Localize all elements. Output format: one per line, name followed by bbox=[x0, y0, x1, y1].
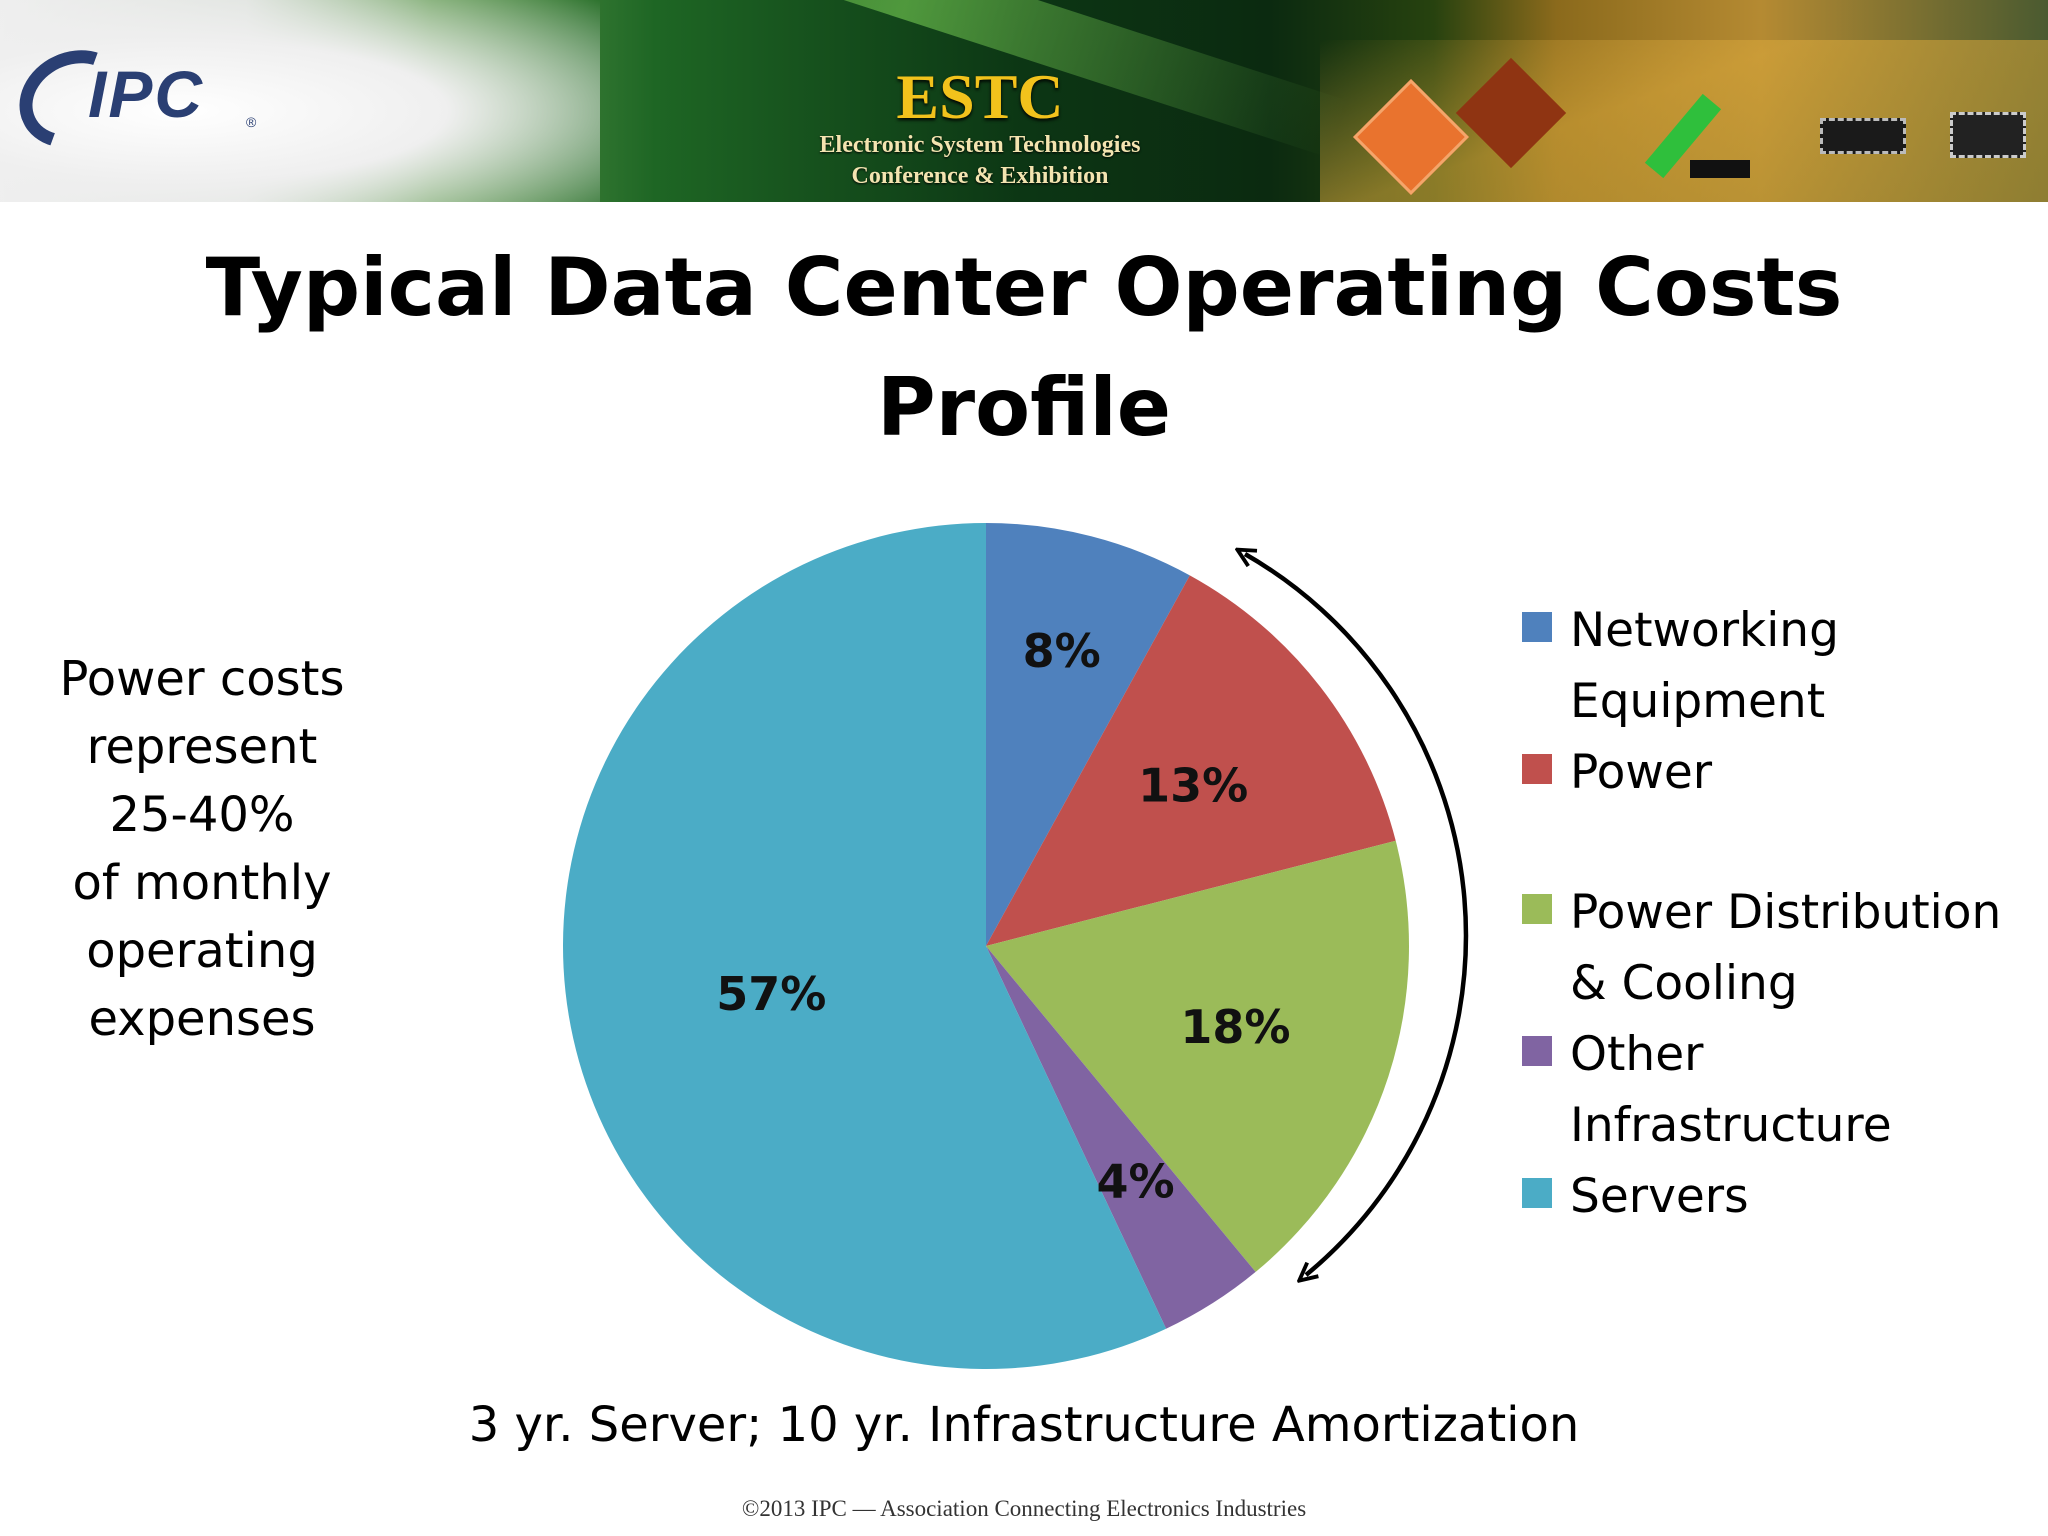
pie-slice-networking-equipment bbox=[986, 523, 1190, 946]
ipc-logo: IPC ® bbox=[3, 32, 256, 166]
pie-data-label: 8% bbox=[1023, 624, 1101, 678]
pie-chart-svg: 8% 13% 18% 4% 57% bbox=[563, 523, 1469, 1369]
pie-data-label: 57% bbox=[716, 967, 826, 1021]
pie-data-label: 4% bbox=[1097, 1155, 1175, 1209]
legend-label: Other Infrastructure bbox=[1570, 1027, 1892, 1153]
legend-label: Power bbox=[1570, 745, 1713, 800]
header-logo-panel bbox=[0, 0, 600, 202]
legend-swatch bbox=[1522, 1178, 1552, 1208]
legend-item: Networking Equipment bbox=[1522, 595, 2042, 737]
legend-label: Power Distribution & Cooling bbox=[1570, 885, 2002, 1011]
legend-item: Other Infrastructure bbox=[1522, 1019, 2042, 1161]
legend-item: Power Distribution & Cooling bbox=[1522, 877, 2042, 1019]
slide-title: Typical Data Center Operating Costs Prof… bbox=[205, 241, 1843, 454]
slide-header-banner: IPC ® ESTC Electronic System Technologie… bbox=[0, 0, 2048, 202]
logo-text: IPC bbox=[88, 57, 205, 131]
pie-slice-other-infrastructure bbox=[986, 946, 1256, 1329]
legend-item: Power bbox=[1522, 737, 2042, 808]
legend-swatch bbox=[1522, 754, 1552, 784]
legend-swatch bbox=[1522, 1036, 1552, 1066]
legend-spacer bbox=[1522, 808, 2042, 877]
copyright-footer: ©2013 IPC — Association Connecting Elect… bbox=[741, 1496, 1307, 1521]
chip-graphic-black-3 bbox=[1690, 160, 1750, 178]
event-subtitle: Electronic System Technologies Conferenc… bbox=[819, 132, 1141, 189]
event-title: ESTC bbox=[896, 61, 1064, 132]
legend-label: Networking Equipment bbox=[1570, 603, 1839, 729]
legend-item: Servers bbox=[1522, 1161, 2042, 1232]
pie-data-label: 18% bbox=[1180, 1000, 1290, 1054]
chip-graphic-black-1 bbox=[1820, 118, 1906, 154]
chip-graphic-black-2 bbox=[1950, 112, 2026, 158]
side-note: Power costs represent 25-40% of monthly … bbox=[59, 651, 345, 1047]
pie-data-label: 13% bbox=[1138, 758, 1248, 812]
legend-swatch bbox=[1522, 894, 1552, 924]
legend-swatch bbox=[1522, 612, 1552, 642]
pie-slice-servers bbox=[563, 523, 1167, 1369]
legend-label: Servers bbox=[1570, 1169, 1749, 1224]
chart-legend: Networking Equipment Power Power Distribut… bbox=[1522, 595, 2042, 1232]
power-cost-range-arrow bbox=[1245, 554, 1469, 1275]
chart-footnote: 3 yr. Server; 10 yr. Infrastructure Amor… bbox=[468, 1397, 1580, 1453]
pie-chart: 8% 13% 18% 4% 57% bbox=[540, 500, 1540, 1400]
logo-registered-mark: ® bbox=[246, 114, 257, 130]
